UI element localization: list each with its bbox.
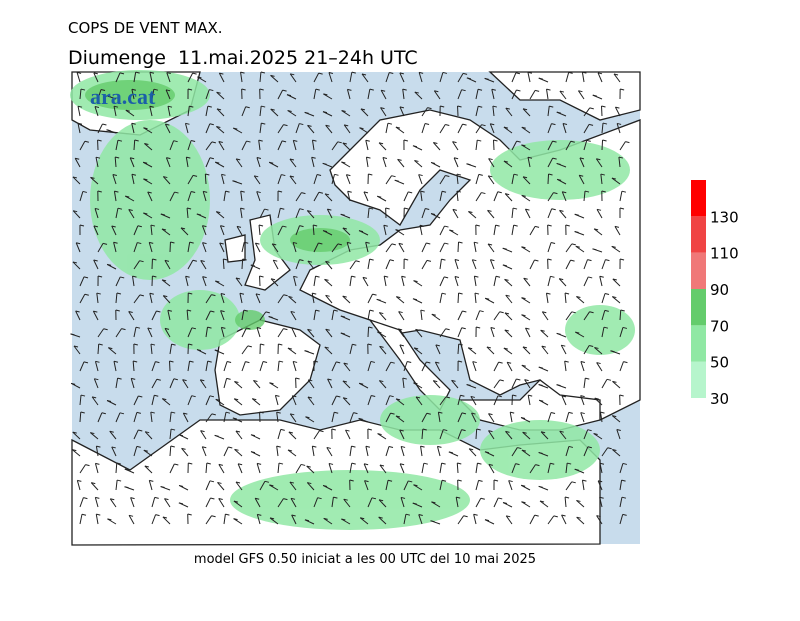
wind-barb xyxy=(134,140,135,150)
legend-tick-label: 50 xyxy=(710,354,729,372)
wind-barb xyxy=(169,361,170,371)
wind-barb xyxy=(223,259,224,269)
legend: 30 50 70 90 110 130 xyxy=(691,180,739,408)
legend-tick-label: 110 xyxy=(710,245,739,263)
title: COPS DE VENT MAX. xyxy=(68,19,223,37)
wind-barb xyxy=(242,259,243,269)
wind-barb xyxy=(98,344,99,354)
wind-barb xyxy=(458,242,459,252)
wind-barb xyxy=(458,293,459,303)
wind-barb xyxy=(602,140,603,150)
legend-swatch xyxy=(691,253,706,289)
logo: ara.cat xyxy=(90,84,156,109)
legend-swatch xyxy=(691,180,706,216)
legend-tick-label: 130 xyxy=(710,208,739,226)
wind-barb xyxy=(368,327,369,337)
wind-barb xyxy=(548,174,549,184)
wind-barb xyxy=(476,429,477,439)
legend-tick-label: 70 xyxy=(710,317,729,335)
footer: model GFS 0.50 iniciat a les 00 UTC del … xyxy=(194,552,536,567)
legend-swatch xyxy=(691,325,706,361)
legend-swatch xyxy=(691,362,706,398)
wind-barb xyxy=(458,344,459,354)
legend-swatch xyxy=(691,216,706,252)
wind-barb xyxy=(205,174,206,184)
legend-tick-label: 30 xyxy=(710,390,729,408)
legend-swatch xyxy=(691,289,706,325)
legend-tick-label: 90 xyxy=(710,281,729,299)
subtitle: Diumenge 11.mai.2025 21–24h UTC xyxy=(68,47,418,69)
map: ara.cat xyxy=(70,70,640,545)
